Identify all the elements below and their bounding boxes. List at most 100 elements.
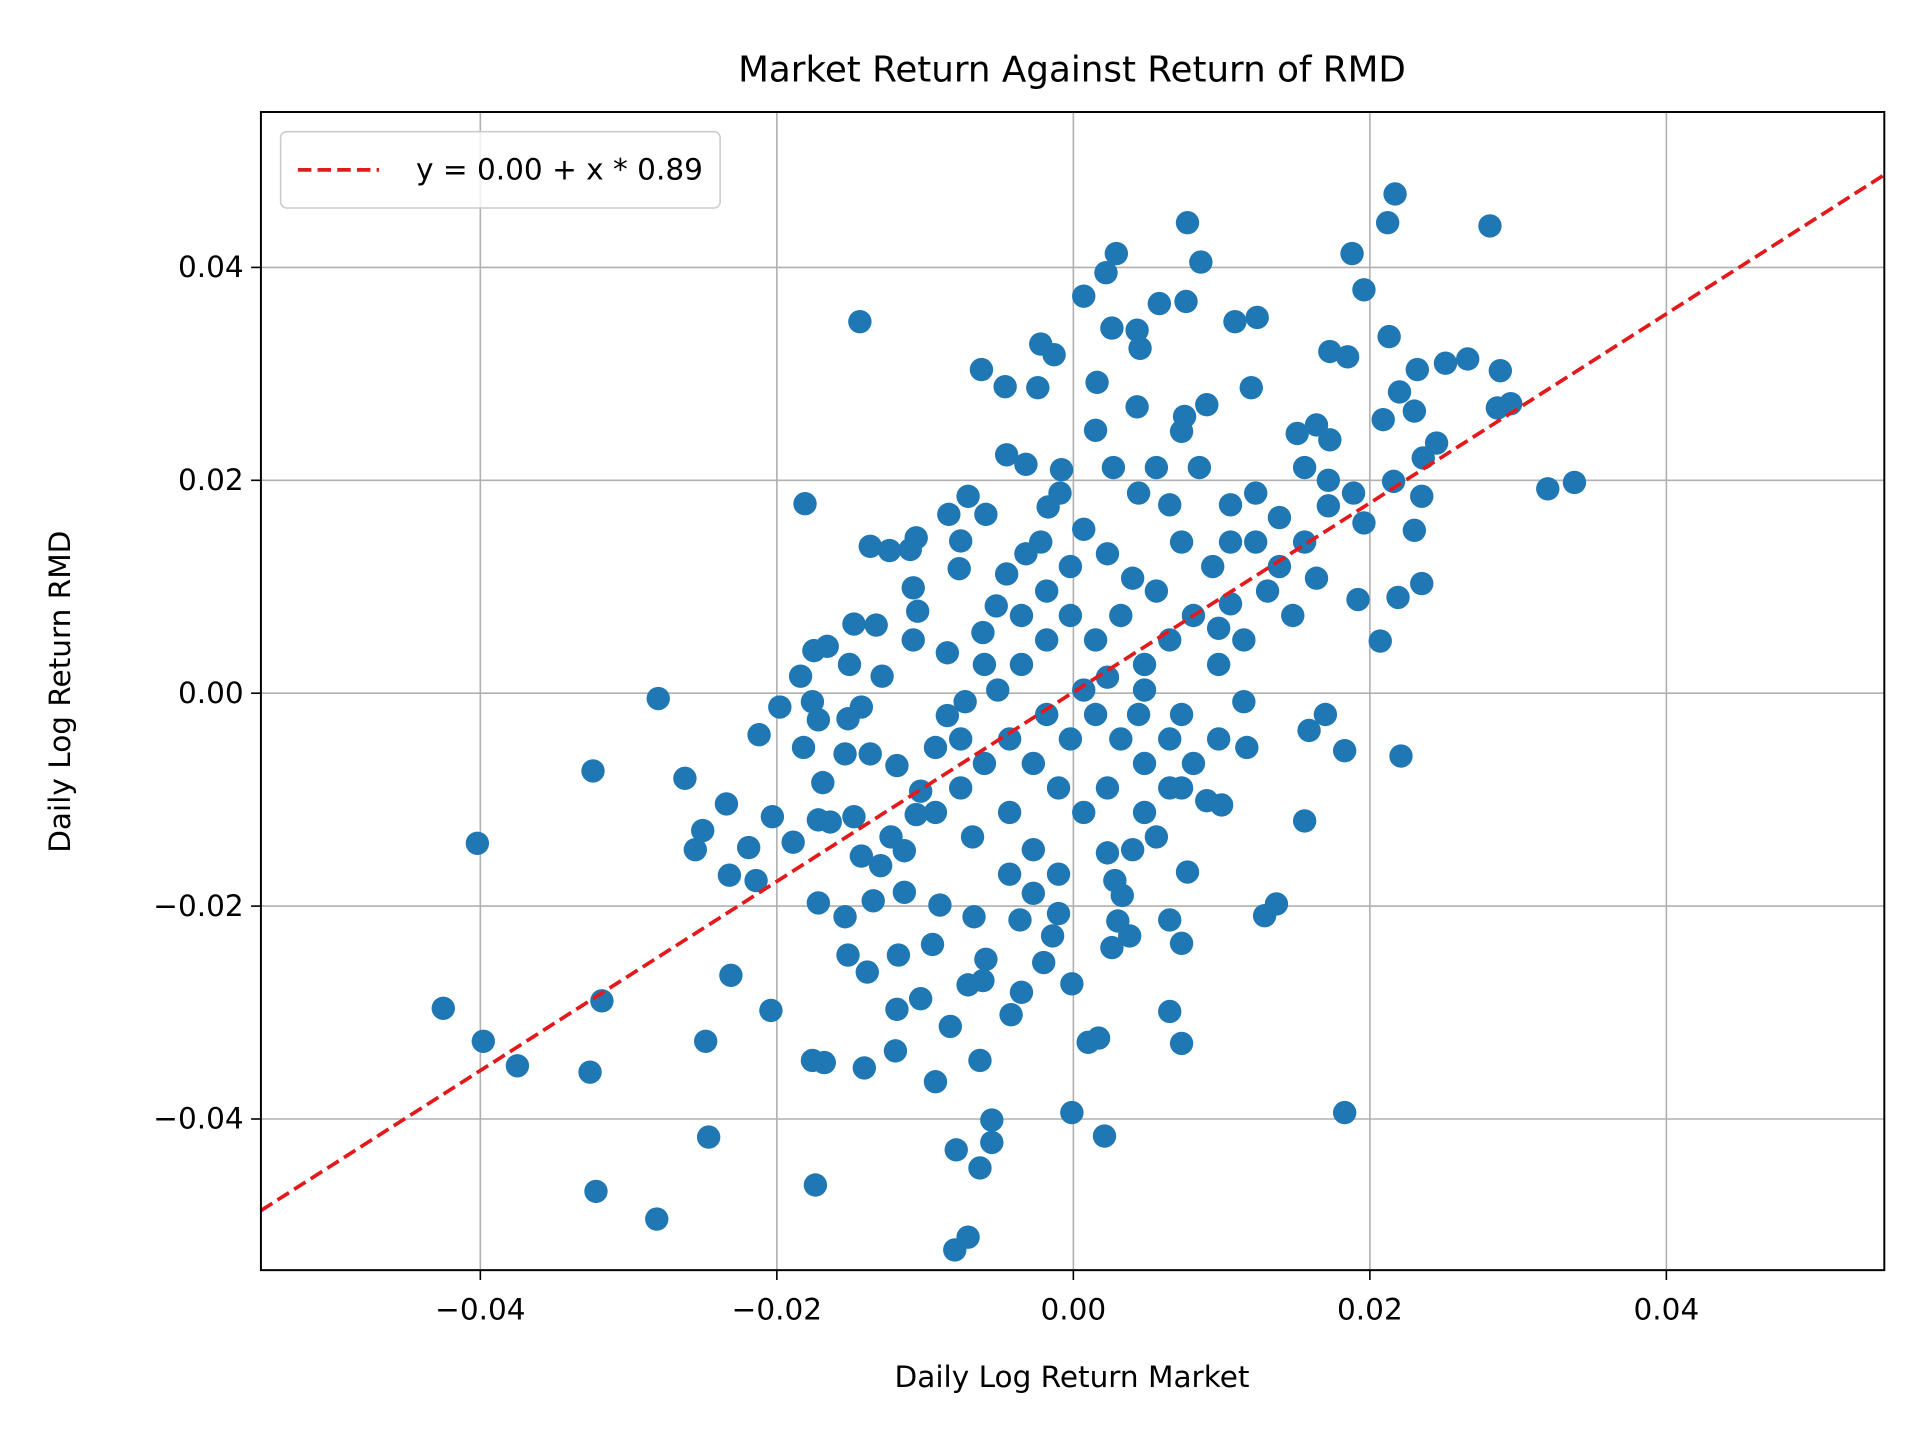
scatter-point <box>1187 455 1212 480</box>
scatter-point <box>1046 862 1071 886</box>
scatter-point <box>1381 469 1406 494</box>
scatter-point <box>842 612 866 636</box>
scatter-point <box>1281 603 1305 628</box>
scatter-point <box>1169 776 1194 800</box>
scatter-point <box>505 1054 530 1078</box>
y-tick-label: −0.04 <box>153 1102 243 1136</box>
scatter-point <box>962 905 986 929</box>
scatter-point <box>1218 592 1243 616</box>
scatter-point <box>578 1060 602 1084</box>
scatter-point <box>1158 908 1182 932</box>
scatter-point <box>1255 579 1280 603</box>
scatter-point <box>1158 628 1182 652</box>
scatter-point <box>1094 261 1118 285</box>
scatter-point <box>972 652 997 677</box>
scatter-point <box>928 893 952 917</box>
scatter-point <box>1169 419 1194 444</box>
scatter-point <box>944 1138 968 1162</box>
scatter-point <box>1095 841 1120 865</box>
scatter-point <box>584 1179 608 1204</box>
scatter-point <box>905 599 930 623</box>
scatter-point <box>1209 793 1234 817</box>
scatter-point <box>1411 446 1435 470</box>
scatter-point <box>1316 494 1341 518</box>
scatter-point <box>683 837 708 862</box>
scatter-point <box>984 594 1008 618</box>
scatter-point <box>852 1056 877 1080</box>
scatter-point <box>855 960 879 984</box>
scatter-point <box>1174 289 1198 314</box>
scatter-point <box>1245 305 1269 330</box>
scatter-point <box>1478 214 1502 238</box>
scatter-point <box>1377 324 1401 349</box>
scatter-point <box>877 538 902 563</box>
scatter-point <box>849 695 874 719</box>
scatter-point <box>788 664 813 688</box>
scatter-point <box>719 963 743 987</box>
scatter-point <box>968 1156 992 1180</box>
scatter-point <box>645 1207 669 1231</box>
scatter-point <box>1332 738 1357 763</box>
scatter-point <box>1040 924 1065 948</box>
scatter-point <box>1424 431 1449 455</box>
scatter-point <box>923 800 948 825</box>
x-axis-label: Daily Log Return Market <box>895 1360 1250 1394</box>
scatter-point <box>1101 455 1126 480</box>
scatter-point <box>861 889 885 913</box>
scatter-point <box>1169 530 1194 554</box>
x-tick-label: 0.04 <box>1634 1292 1700 1326</box>
scatter-point <box>1244 530 1268 554</box>
scatter-point <box>1335 345 1360 369</box>
scatter-point <box>1092 1124 1117 1148</box>
scatter-point <box>1026 376 1050 400</box>
legend: y = 0.00 + x * 0.89 <box>279 130 721 209</box>
scatter-point <box>1132 800 1157 825</box>
y-tick-label: 0.04 <box>178 250 244 284</box>
scatter-point <box>980 1108 1004 1132</box>
scatter-point <box>886 943 911 967</box>
scatter-point <box>1375 211 1400 235</box>
scatter-point <box>1072 517 1096 541</box>
scatter-point <box>885 753 909 778</box>
scatter-point <box>1072 284 1096 308</box>
scatter-point <box>1405 357 1429 382</box>
scatter-point <box>904 802 928 827</box>
scatter-point <box>980 1130 1004 1155</box>
y-tick-label: 0.00 <box>178 676 244 710</box>
scatter-point <box>717 863 742 887</box>
scatter-point <box>1232 690 1256 714</box>
scatter-point <box>1387 380 1412 404</box>
scatter-point <box>812 1050 836 1075</box>
scatter-point <box>1046 901 1071 926</box>
scatter-point <box>1239 376 1263 400</box>
scatter-point <box>1083 418 1108 442</box>
scatter-point <box>1048 481 1072 505</box>
scatter-point <box>870 664 894 688</box>
scatter-point <box>1086 1026 1111 1050</box>
scatter-point <box>1313 702 1338 727</box>
scatter-point <box>1332 1100 1357 1125</box>
scatter-point <box>1285 421 1309 446</box>
plot-frame <box>259 111 1886 1272</box>
legend-label: y = 0.00 + x * 0.89 <box>416 153 703 187</box>
scatter-point <box>1009 603 1034 628</box>
scatter-point <box>948 529 973 553</box>
y-tick-label: 0.02 <box>178 463 244 497</box>
scatter-point <box>1267 505 1292 530</box>
scatter-point <box>1132 751 1157 776</box>
scatter-point <box>1072 678 1096 702</box>
scatter-point <box>972 751 997 776</box>
x-tick-label: −0.02 <box>732 1292 822 1326</box>
scatter-point <box>1456 347 1480 371</box>
scatter-point <box>1072 800 1096 825</box>
scatter-point <box>1058 603 1083 628</box>
scatter-point <box>1034 628 1059 652</box>
scatter-point <box>883 1039 908 1063</box>
fit-line <box>260 173 1885 1213</box>
scatter-point <box>1058 554 1083 579</box>
scatter-point <box>1126 702 1151 727</box>
scatter-point <box>1144 579 1169 603</box>
scatter-point <box>864 613 888 637</box>
